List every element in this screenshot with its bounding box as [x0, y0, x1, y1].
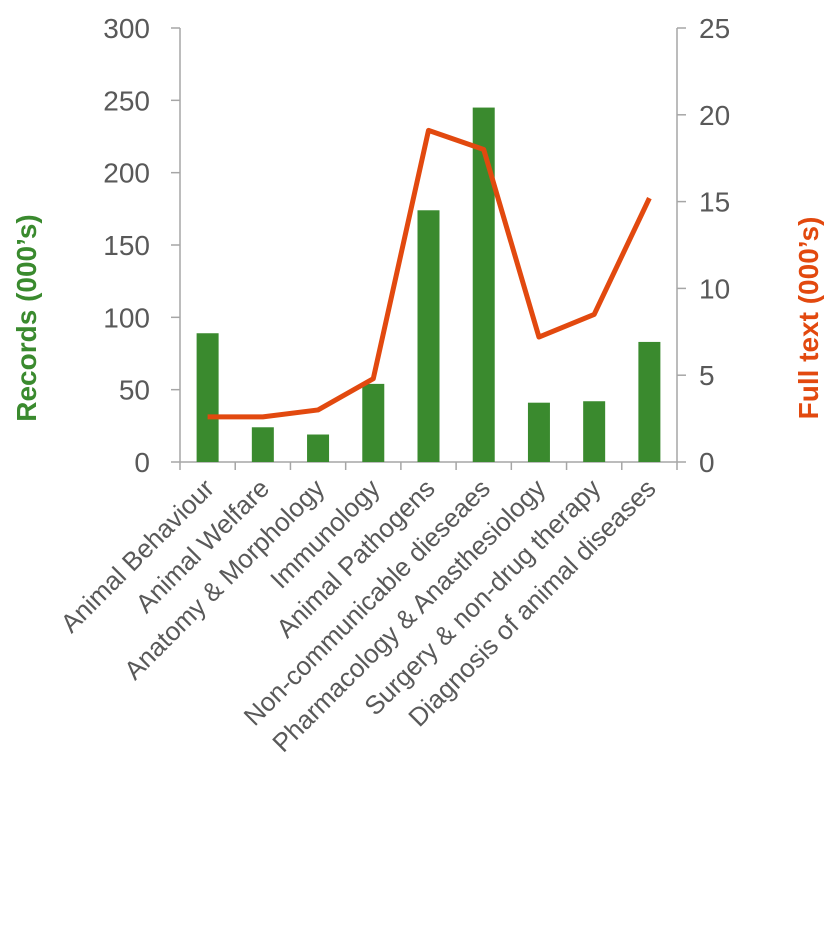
right-tick-label: 0 [699, 447, 715, 478]
left-tick-label: 300 [103, 13, 150, 44]
left-tick-label: 250 [103, 85, 150, 116]
left-y-ticks: 0 50 100 150 200 250 300 [103, 13, 180, 478]
right-tick-label: 5 [699, 360, 715, 391]
records-bar [638, 341, 661, 462]
bar-series [196, 107, 661, 463]
right-tick-label: 15 [699, 187, 730, 218]
records-bar [251, 427, 274, 462]
left-tick-label: 150 [103, 230, 150, 261]
right-tick-label: 10 [699, 273, 730, 304]
records-bar [307, 434, 330, 462]
left-tick-label: 50 [119, 375, 150, 406]
left-tick-label: 0 [134, 447, 150, 478]
right-y-ticks: 0 5 10 15 20 25 [677, 13, 730, 478]
records-bar [196, 333, 219, 462]
right-tick-label: 25 [699, 13, 730, 44]
full-text-line [207, 127, 652, 420]
x-ticks [179, 462, 678, 470]
records-bar [472, 107, 495, 463]
left-tick-label: 200 [103, 158, 150, 189]
right-axis-label: Full text (000’s) [793, 217, 824, 420]
records-bar [362, 383, 385, 462]
right-tick-label: 20 [699, 100, 730, 131]
line-series [207, 127, 652, 420]
records-bar [417, 210, 440, 462]
left-tick-label: 100 [103, 302, 150, 333]
records-bar [527, 402, 550, 462]
records-bar [583, 401, 606, 462]
left-axis-label: Records (000’s) [11, 214, 42, 422]
